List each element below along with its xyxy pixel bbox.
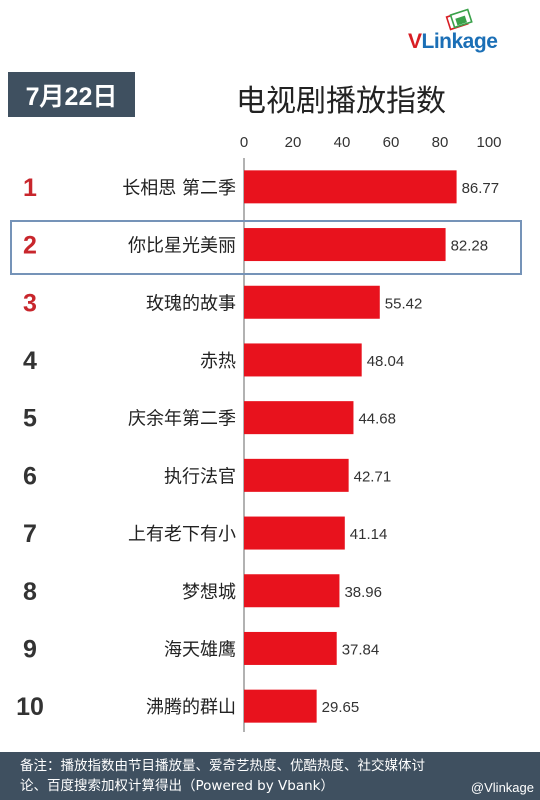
- rank-number: 10: [16, 693, 44, 721]
- data-label: 42.71: [354, 468, 392, 485]
- rank-number: 4: [23, 347, 37, 375]
- data-label: 37.84: [342, 641, 380, 658]
- x-tick-label: 20: [285, 134, 302, 151]
- bar: [244, 574, 340, 608]
- rank-number: 6: [23, 462, 37, 490]
- x-tick-label: 40: [334, 134, 351, 151]
- data-label: 55.42: [385, 295, 423, 312]
- x-tick-label: 60: [383, 134, 400, 151]
- bar: [244, 343, 362, 377]
- category-label: 沸腾的群山: [146, 697, 236, 718]
- data-label: 41.14: [350, 526, 388, 543]
- footer-note-line-1: 备注：播放指数由节目播放量、爱奇艺热度、优酷热度、社交媒体讨: [20, 758, 425, 774]
- rank-number: 3: [23, 289, 37, 317]
- rank-number: 5: [23, 405, 37, 433]
- weibo-watermark: @Vlinkage: [470, 780, 534, 795]
- logo-cards-icon: [445, 8, 473, 31]
- category-label: 上有老下有小: [128, 524, 236, 545]
- bar: [244, 401, 354, 435]
- category-label: 庆余年第二季: [128, 409, 236, 430]
- bar: [244, 228, 446, 262]
- x-tick-label: 80: [432, 134, 449, 151]
- logo-letter-v: V: [408, 30, 422, 53]
- logo-word: Linkage: [421, 30, 498, 53]
- bar: [244, 285, 380, 319]
- rank-number: 7: [23, 520, 37, 548]
- data-label: 86.77: [462, 180, 500, 197]
- bar: [244, 458, 349, 492]
- category-label: 你比星光美丽: [128, 236, 236, 257]
- date-badge: 7月22日: [8, 72, 135, 117]
- category-label: 赤热: [200, 351, 236, 372]
- rank-number: 2: [23, 232, 37, 260]
- data-label: 48.04: [367, 353, 405, 370]
- rank-number: 1: [23, 174, 37, 202]
- rank-number: 9: [23, 635, 37, 663]
- footer-note-line-2: 论、百度搜索加权计算得出（Powered by Vbank）: [20, 778, 334, 794]
- data-label: 82.28: [451, 238, 489, 255]
- category-label: 执行法官: [164, 466, 236, 487]
- data-label: 38.96: [344, 584, 382, 601]
- bar: [244, 689, 317, 723]
- data-label: 29.65: [322, 699, 360, 716]
- category-label: 梦想城: [182, 582, 236, 603]
- highlight-box: [10, 220, 522, 275]
- bar: [244, 170, 457, 204]
- vlinkage-logo: VLinkage: [408, 8, 534, 62]
- category-label: 海天雄鹰: [164, 639, 236, 660]
- footer-banner: 备注：播放指数由节目播放量、爱奇艺热度、优酷热度、社交媒体讨 论、百度搜索加权计…: [0, 752, 540, 800]
- x-tick-label: 100: [476, 134, 501, 151]
- chart-title: 电视剧播放指数: [236, 84, 446, 119]
- bar-chart: 0 20 40 60 80 100 86.77 长相思 第二季 1 82.28 你比星光美丽 2 55.…: [16, 134, 502, 732]
- category-label: 玫瑰的故事: [146, 293, 236, 314]
- x-tick-label: 0: [240, 134, 248, 151]
- data-label: 44.68: [358, 411, 396, 428]
- bar: [244, 631, 337, 665]
- category-label: 长相思 第二季: [122, 178, 236, 199]
- logo-text: VLinkage: [408, 30, 498, 54]
- bar: [244, 516, 345, 550]
- rank-number: 8: [23, 578, 37, 606]
